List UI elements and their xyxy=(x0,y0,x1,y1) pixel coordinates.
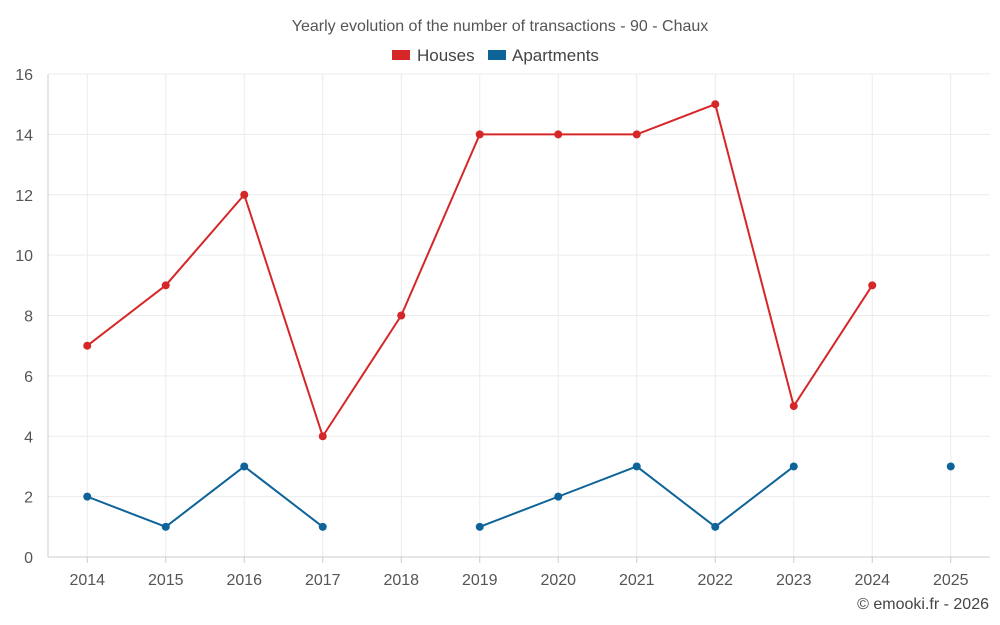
data-point-apartments[interactable] xyxy=(632,462,641,471)
data-point-houses[interactable] xyxy=(711,100,720,109)
x-tick-label: 2024 xyxy=(854,572,890,589)
data-point-houses[interactable] xyxy=(397,311,406,320)
data-point-houses[interactable] xyxy=(789,402,798,411)
y-tick-label: 10 xyxy=(15,248,33,265)
x-tick-label: 2020 xyxy=(540,572,576,589)
chart-title: Yearly evolution of the number of transa… xyxy=(292,18,709,35)
x-tick-label: 2022 xyxy=(697,572,733,589)
y-tick-label: 14 xyxy=(15,127,33,144)
y-tick-label: 4 xyxy=(24,429,33,446)
x-tick-label: 2016 xyxy=(226,572,262,589)
data-point-apartments[interactable] xyxy=(240,462,249,471)
data-point-apartments[interactable] xyxy=(161,522,170,531)
legend-swatch xyxy=(392,50,410,60)
data-point-houses[interactable] xyxy=(868,281,877,290)
data-point-apartments[interactable] xyxy=(475,522,484,531)
legend-label: Houses xyxy=(417,46,475,65)
data-point-houses[interactable] xyxy=(318,432,327,441)
x-tick-label: 2015 xyxy=(148,572,184,589)
x-tick-label: 2025 xyxy=(933,572,969,589)
grid xyxy=(48,73,990,557)
series-apartments xyxy=(83,462,955,531)
y-tick-label: 8 xyxy=(24,309,33,326)
series-line-apartments xyxy=(86,465,324,528)
data-point-apartments[interactable] xyxy=(789,462,798,471)
data-point-houses[interactable] xyxy=(554,130,563,139)
data-point-apartments[interactable] xyxy=(946,462,955,471)
y-tick-label: 2 xyxy=(24,490,33,507)
y-tick-label: 12 xyxy=(15,188,33,205)
data-point-apartments[interactable] xyxy=(83,492,92,501)
x-tick-label: 2019 xyxy=(462,572,498,589)
x-tick-label: 2014 xyxy=(69,572,105,589)
data-point-houses[interactable] xyxy=(83,341,92,350)
data-point-apartments[interactable] xyxy=(318,522,327,531)
y-tick-label: 16 xyxy=(15,67,33,84)
legend-label: Apartments xyxy=(512,46,599,65)
legend-swatch xyxy=(488,50,506,60)
x-tick-label: 2017 xyxy=(305,572,341,589)
y-tick-label: 6 xyxy=(24,369,33,386)
series-layer xyxy=(83,100,955,531)
data-point-apartments[interactable] xyxy=(711,522,720,531)
legend-item-apartments[interactable]: Apartments xyxy=(488,46,599,65)
y-tick-label: 0 xyxy=(24,550,33,567)
x-tick-label: 2021 xyxy=(619,572,655,589)
legend: Houses Apartments xyxy=(392,46,599,65)
x-tick-label: 2018 xyxy=(383,572,419,589)
data-point-houses[interactable] xyxy=(632,130,641,139)
series-houses xyxy=(83,100,877,441)
data-point-houses[interactable] xyxy=(161,281,170,290)
data-point-houses[interactable] xyxy=(240,190,249,199)
credit-text: © emooki.fr - 2026 xyxy=(857,596,989,613)
axes: 0 2 4 6 8 10 12 14 16 2014 2015 2016 2017 2018 2019 202… xyxy=(15,67,990,589)
x-tick-label: 2023 xyxy=(776,572,812,589)
data-point-houses[interactable] xyxy=(475,130,484,139)
data-point-apartments[interactable] xyxy=(554,492,563,501)
legend-item-houses[interactable]: Houses xyxy=(392,46,475,65)
